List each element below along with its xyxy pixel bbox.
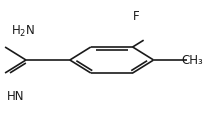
Text: CH₃: CH₃: [181, 54, 203, 66]
Text: HN: HN: [7, 90, 24, 103]
Text: F: F: [133, 10, 140, 23]
Text: H$_2$N: H$_2$N: [11, 24, 35, 39]
